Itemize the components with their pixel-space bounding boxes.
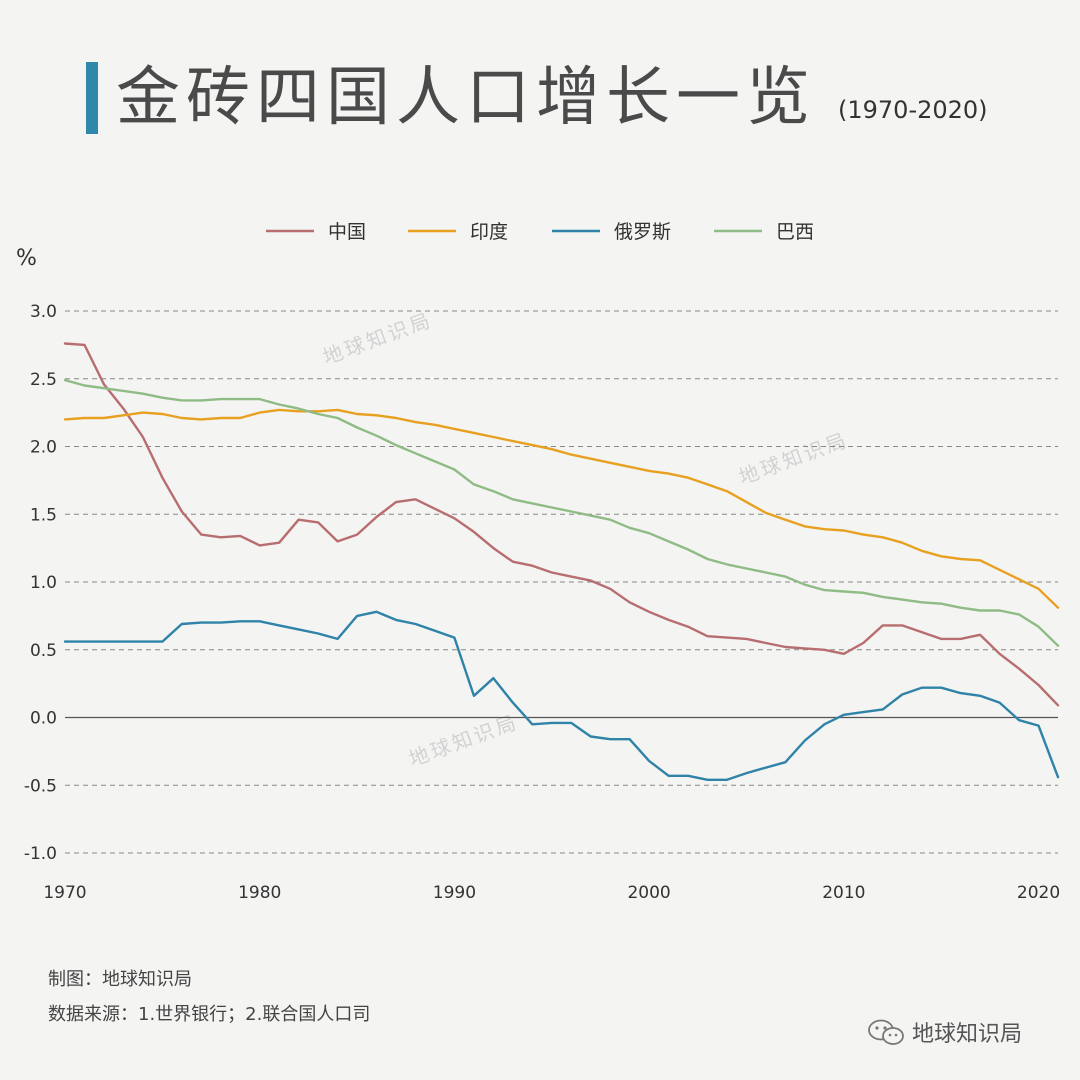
y-tick-label: 2.0: [30, 438, 57, 458]
chart-title: 金砖四国人口增长一览: [116, 61, 816, 135]
y-tick-label: 3.0: [30, 302, 57, 322]
y-tick-label: 1.0: [30, 573, 57, 593]
series-line-4: [63, 378, 1060, 647]
series-line-1: [63, 342, 1060, 707]
footer-source: 数据来源：1.世界银行；2.联合国人口司: [48, 1004, 371, 1025]
watermark-text: 地球知识局: [912, 1022, 1023, 1047]
x-tick-label: 1980: [238, 883, 281, 903]
chart-watermark-2: 地球知识局: [405, 709, 521, 771]
y-tick-label: 0.5: [30, 641, 57, 661]
legend-label-4: 巴西: [776, 221, 814, 243]
x-tick-label: 2010: [822, 883, 865, 903]
footer-maker: 制图：地球知识局: [48, 969, 192, 990]
title-accent-bar: [86, 62, 98, 134]
y-axis-unit-label: %: [16, 246, 37, 271]
legend-label-2: 印度: [470, 221, 508, 243]
chart-watermark-1: 地球知识局: [735, 427, 851, 489]
series-line-2: [63, 408, 1060, 609]
chart-subtitle: (1970-2020): [838, 96, 988, 124]
y-tick-label: 0.0: [30, 709, 57, 729]
x-tick-label: 1970: [43, 883, 86, 903]
chart-watermark-0: 地球知识局: [319, 307, 435, 369]
series-line-3: [63, 610, 1060, 781]
y-tick-label: -0.5: [24, 776, 57, 796]
x-tick-label: 1990: [433, 883, 476, 903]
x-tick-label: 2020: [1017, 883, 1060, 903]
legend-label-1: 中国: [328, 221, 366, 243]
watermark-brand: 地球知识局: [866, 1016, 1022, 1048]
y-tick-label: -1.0: [24, 844, 57, 864]
x-tick-label: 2000: [627, 883, 670, 903]
y-tick-label: 2.5: [30, 370, 57, 390]
y-tick-label: 1.5: [30, 505, 57, 525]
legend-label-3: 俄罗斯: [614, 221, 671, 243]
wechat-icon: [868, 1019, 904, 1045]
